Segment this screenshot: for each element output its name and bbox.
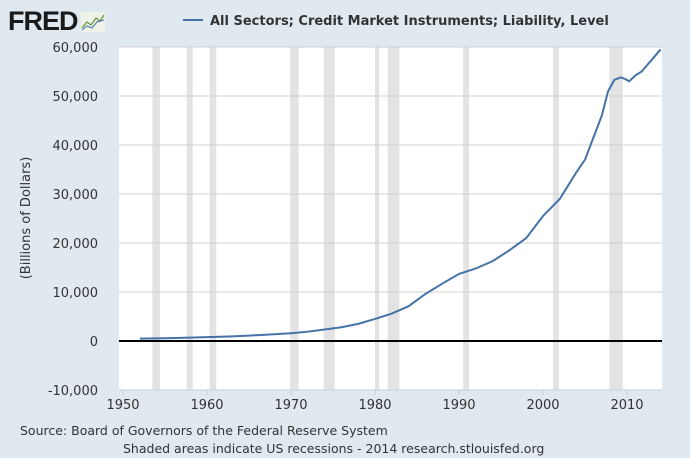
recession-band	[387, 47, 400, 390]
recession-band	[323, 47, 335, 390]
recession-note: Shaded areas indicate US recessions - 20…	[123, 441, 545, 456]
source-text: Source: Board of Governors of the Federa…	[20, 423, 388, 438]
y-tick-label: 60,000	[53, 41, 99, 56]
recession-band	[152, 47, 160, 390]
x-tick-label: 1980	[358, 398, 391, 413]
chart-icon	[80, 11, 105, 32]
x-tick-label: 2000	[526, 398, 559, 413]
recession-band	[209, 47, 217, 390]
x-tick-label: 1970	[274, 398, 307, 413]
x-tick-label: 1950	[106, 398, 139, 413]
y-tick-label: 0	[90, 335, 98, 350]
y-tick-label: 20,000	[53, 237, 99, 252]
recession-band	[290, 47, 299, 390]
y-tick-label: 40,000	[53, 139, 99, 154]
recession-band	[609, 47, 623, 390]
recession-band	[553, 47, 559, 390]
y-tick-label: 10,000	[53, 286, 99, 301]
fred-logo[interactable]: FRED	[8, 6, 105, 37]
x-tick-label: 2010	[610, 398, 643, 413]
x-tick-label: 1990	[442, 398, 475, 413]
legend-label: All Sectors; Credit Market Instruments; …	[210, 14, 609, 29]
y-tick-label: 50,000	[53, 90, 99, 105]
y-axis-label: (Billions of Dollars)	[19, 157, 34, 280]
y-tick-label: -10,000	[48, 384, 98, 399]
recession-band	[375, 47, 380, 390]
recession-band	[463, 47, 470, 390]
y-tick-label: 30,000	[53, 188, 99, 203]
series-line	[139, 48, 662, 340]
x-tick-label: 1960	[190, 398, 223, 413]
recession-band	[186, 47, 193, 390]
fred-logo-text: FRED	[8, 6, 78, 36]
